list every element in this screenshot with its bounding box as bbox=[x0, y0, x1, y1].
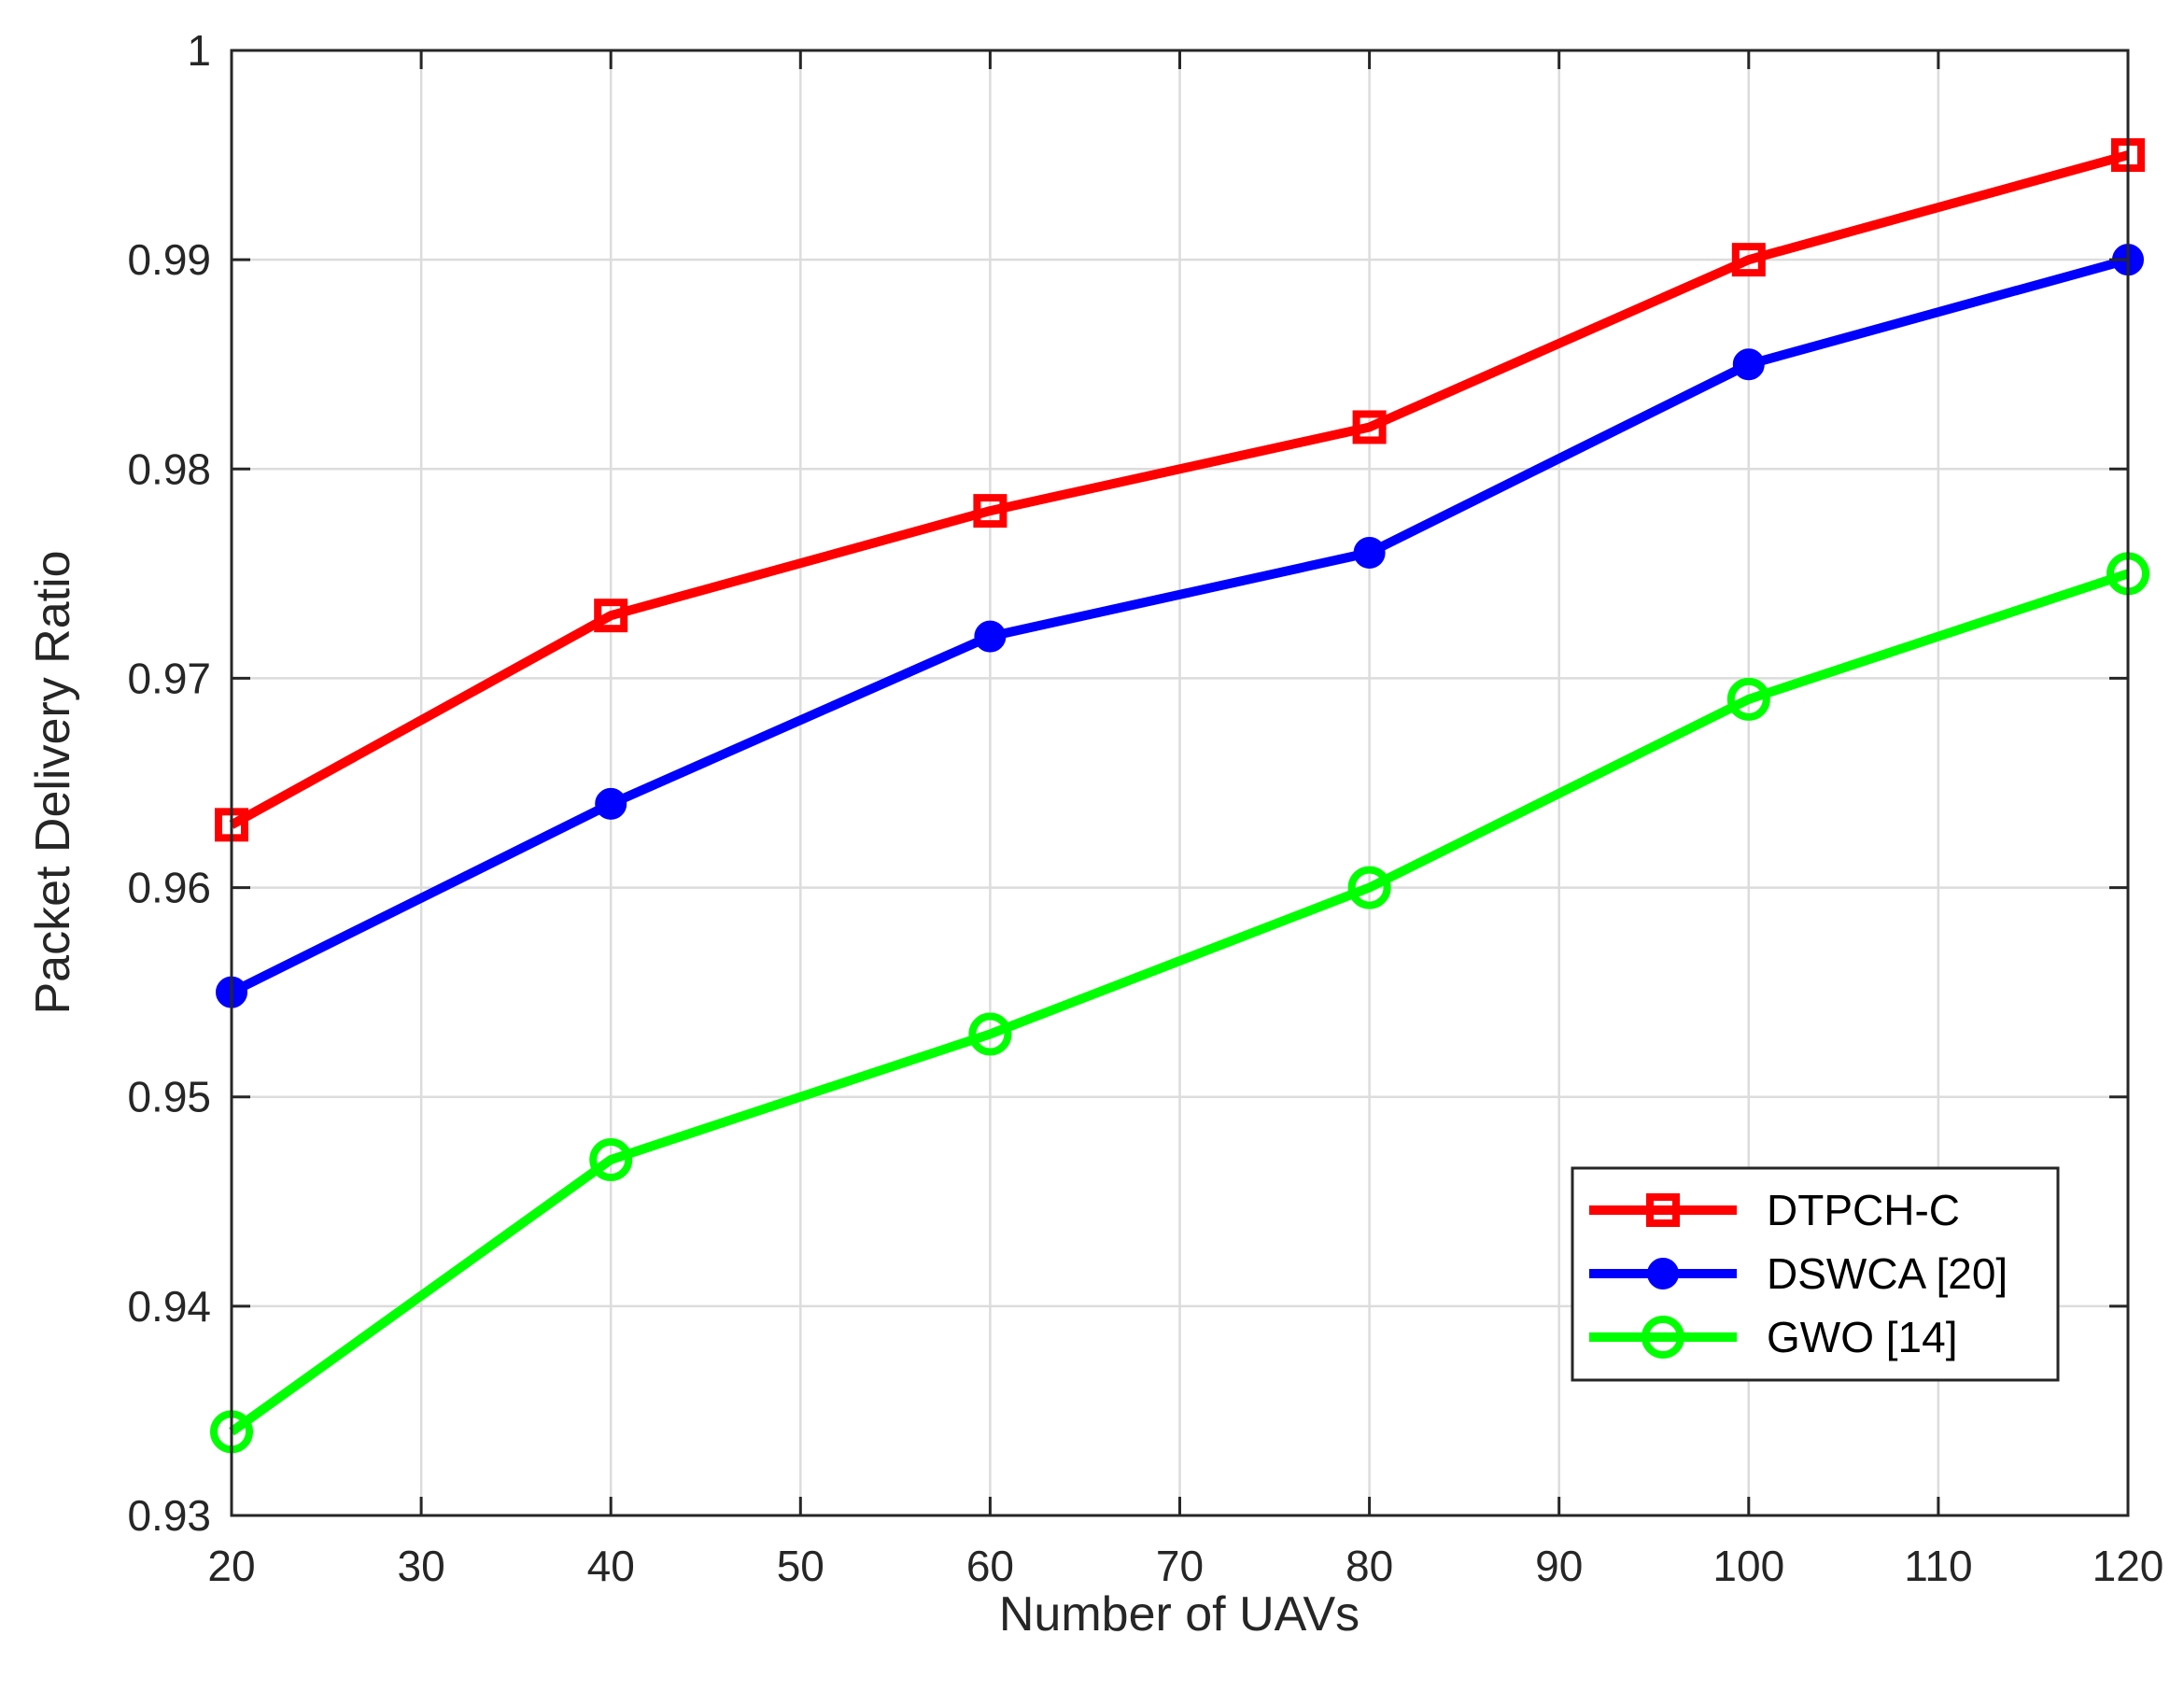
series-line bbox=[229, 569, 2130, 1436]
x-tick-label: 40 bbox=[587, 1542, 635, 1590]
data-point bbox=[1352, 410, 1387, 444]
y-tick-label: 0.99 bbox=[127, 235, 211, 284]
x-tick-label: 100 bbox=[1712, 1542, 1784, 1590]
data-point bbox=[589, 1137, 633, 1181]
data-point bbox=[1353, 536, 1386, 569]
legend-label: DSWCA [20] bbox=[1767, 1249, 2008, 1298]
x-tick-label: 30 bbox=[398, 1542, 445, 1590]
x-tick-labels: 20 30 40 50 60 70 80 90 100 110 120 bbox=[207, 1542, 2163, 1590]
series-line bbox=[229, 255, 2130, 997]
data-point bbox=[1347, 866, 1391, 909]
data-point bbox=[1726, 677, 1770, 721]
legend-marker bbox=[1647, 1258, 1679, 1289]
y-tick-label: 0.93 bbox=[127, 1491, 211, 1540]
data-point bbox=[1732, 348, 1765, 381]
y-tick-label: 0.98 bbox=[127, 444, 211, 493]
y-axis-title: Packet Delivery Ratio bbox=[26, 550, 80, 1014]
series-line bbox=[229, 150, 2130, 829]
legend-marker bbox=[1642, 1316, 1684, 1359]
y-tick-label: 0.97 bbox=[127, 654, 211, 702]
data-point bbox=[968, 1012, 1012, 1056]
x-tick-label: 90 bbox=[1535, 1542, 1583, 1590]
legend: DTPCH-C DSWCA [20] GWO [14] bbox=[1571, 1166, 2060, 1382]
y-tick-label: 0.94 bbox=[127, 1282, 211, 1331]
series-group bbox=[210, 138, 2149, 1454]
x-tick-label: 80 bbox=[1346, 1542, 1393, 1590]
x-tick-label: 60 bbox=[966, 1542, 1014, 1590]
data-point bbox=[973, 494, 1007, 528]
y-tick-labels: 0.93 0.94 0.95 0.96 0.97 0.98 0.99 1 bbox=[127, 26, 211, 1540]
data-point bbox=[595, 787, 627, 820]
y-tick-label: 1 bbox=[187, 26, 211, 75]
x-axis-title: Number of UAVs bbox=[999, 1587, 1360, 1642]
x-tick-label: 50 bbox=[777, 1542, 824, 1590]
x-tick-label: 70 bbox=[1156, 1542, 1204, 1590]
data-point bbox=[1731, 243, 1766, 277]
x-tick-label: 120 bbox=[2092, 1542, 2164, 1590]
y-tick-label: 0.95 bbox=[127, 1073, 211, 1121]
legend-label: DTPCH-C bbox=[1767, 1186, 1960, 1234]
y-tick-label: 0.96 bbox=[127, 864, 211, 912]
data-point bbox=[974, 620, 1007, 653]
x-tick-label: 110 bbox=[1904, 1542, 1972, 1590]
legend-label: GWO [14] bbox=[1767, 1313, 1957, 1361]
data-point bbox=[594, 599, 628, 633]
x-tick-label: 20 bbox=[207, 1542, 255, 1590]
legend-marker bbox=[1646, 1193, 1680, 1227]
axis-ticks bbox=[230, 49, 2130, 1517]
